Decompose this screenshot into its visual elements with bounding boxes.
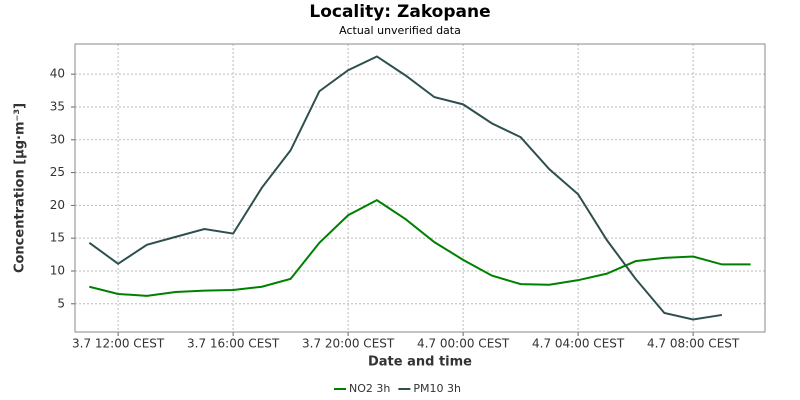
y-tick-label: 20: [50, 198, 65, 212]
legend-label: PM10 3h: [413, 382, 461, 395]
data-line: [89, 198, 751, 297]
y-axis-label: Concentration [µg·m⁻³]: [13, 103, 28, 273]
chart-subtitle: Actual unverified data: [339, 24, 461, 37]
y-tick-label: 35: [50, 99, 65, 113]
y-tick-label: 30: [50, 132, 65, 146]
y-tick-label: 40: [50, 67, 65, 81]
chart-title: Locality: Zakopane: [309, 2, 490, 22]
x-axis-label: Date and time: [368, 355, 472, 370]
legend-label: NO2 3h: [349, 382, 390, 395]
y-tick-label: 15: [50, 231, 65, 245]
y-tick-label: 25: [50, 165, 65, 179]
plot-frame: [74, 43, 766, 333]
x-tick-label: 3.7 20:00 CEST: [302, 337, 395, 351]
x-tick-label: 4.7 04:00 CEST: [532, 337, 625, 351]
y-tick-label: 5: [57, 296, 65, 310]
x-tick-label: 4.7 00:00 CEST: [417, 337, 510, 351]
x-tick-label: 4.7 08:00 CEST: [647, 337, 740, 351]
x-tick-label: 3.7 16:00 CEST: [187, 337, 280, 351]
y-tick-label: 10: [50, 263, 65, 277]
x-tick-label: 3.7 12:00 CEST: [72, 337, 165, 351]
data-line: [88, 55, 723, 321]
